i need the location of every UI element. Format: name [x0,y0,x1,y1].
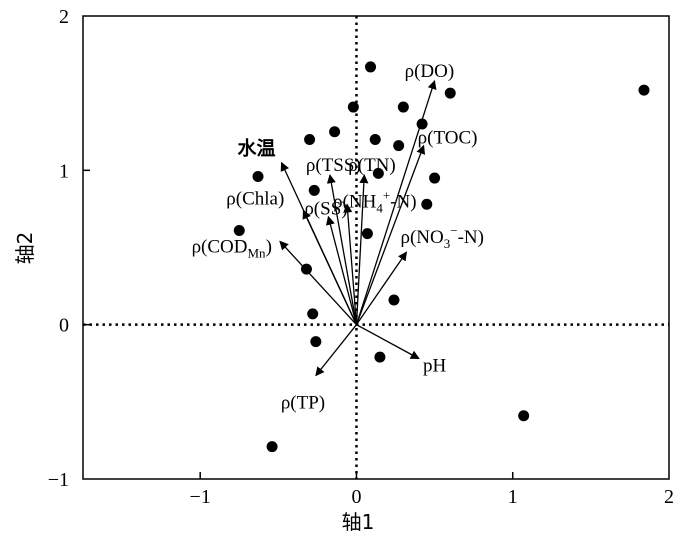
vector-label: ρ(DO) [405,61,455,82]
vector-arrow [355,251,408,326]
data-point [369,133,381,145]
data-point [397,101,409,113]
y-tick-label: −1 [48,469,69,491]
vector-label: 水温 [237,138,275,160]
y-tick-label: 0 [59,315,69,337]
axis-ticks: −1 0 1 2 −1 0 1 2 [48,6,674,508]
data-point [393,140,405,152]
vector-label: ρ(CODMn) [192,236,272,260]
x-tick-label: 0 [351,486,361,508]
data-point [361,228,373,240]
vector-label: ρ(NO3−-N) [400,223,484,251]
data-point [518,410,530,422]
plot-frame [82,15,670,480]
data-point [638,84,650,96]
vector-label: pH [423,356,447,377]
vector-arrow [315,324,357,377]
data-point [444,87,456,99]
vector-label: ρ(TOC) [418,128,478,149]
data-point [304,133,316,145]
data-point [300,263,312,275]
vector-label: ρ(TSS) [306,155,361,176]
data-point [372,167,384,179]
y-axis-title: 轴2 [13,232,37,265]
data-point [329,126,341,138]
data-point [307,308,319,320]
vector-arrow [356,324,420,360]
vector-arrow [326,174,358,325]
data-point [374,351,386,363]
x-tick-label: 1 [508,486,518,508]
vector-arrow [355,174,369,325]
data-point [308,184,320,196]
data-point [388,294,400,306]
vector-label: ρ(SS) [304,199,347,220]
data-point [252,171,264,183]
x-axis-title: 轴1 [342,510,375,534]
x-tick-label: 2 [664,486,674,508]
data-point [416,118,428,130]
y-tick-label: 2 [59,6,69,28]
vector-label: ρ(TP) [281,393,325,414]
y-tick-label: 1 [59,160,69,182]
data-point [365,61,377,73]
vector-label: ρ(Chla) [226,188,284,209]
x-tick-label: −1 [190,486,211,508]
data-point [310,336,322,348]
data-point [266,441,278,453]
vector-arrow [343,203,358,325]
data-point [347,101,359,113]
vector-label: ρ(NH4+-N) [333,187,417,215]
vector-arrow [355,144,426,325]
data-points [233,61,650,453]
data-point [421,198,433,210]
vector-labels: ρ(DO) ρ(TOC) 水温 ρ(TSS)ρ(TN) ρ(NH4+-N) ρ(Chla)… [192,61,484,414]
data-point [429,172,441,184]
vector-arrow [302,209,358,325]
vector-arrow [325,215,358,325]
vector-arrow [279,240,357,326]
data-point [233,225,245,237]
reference-lines [83,16,669,479]
vector-label: ρ(TN) [348,155,395,176]
vector-arrows [279,79,437,377]
